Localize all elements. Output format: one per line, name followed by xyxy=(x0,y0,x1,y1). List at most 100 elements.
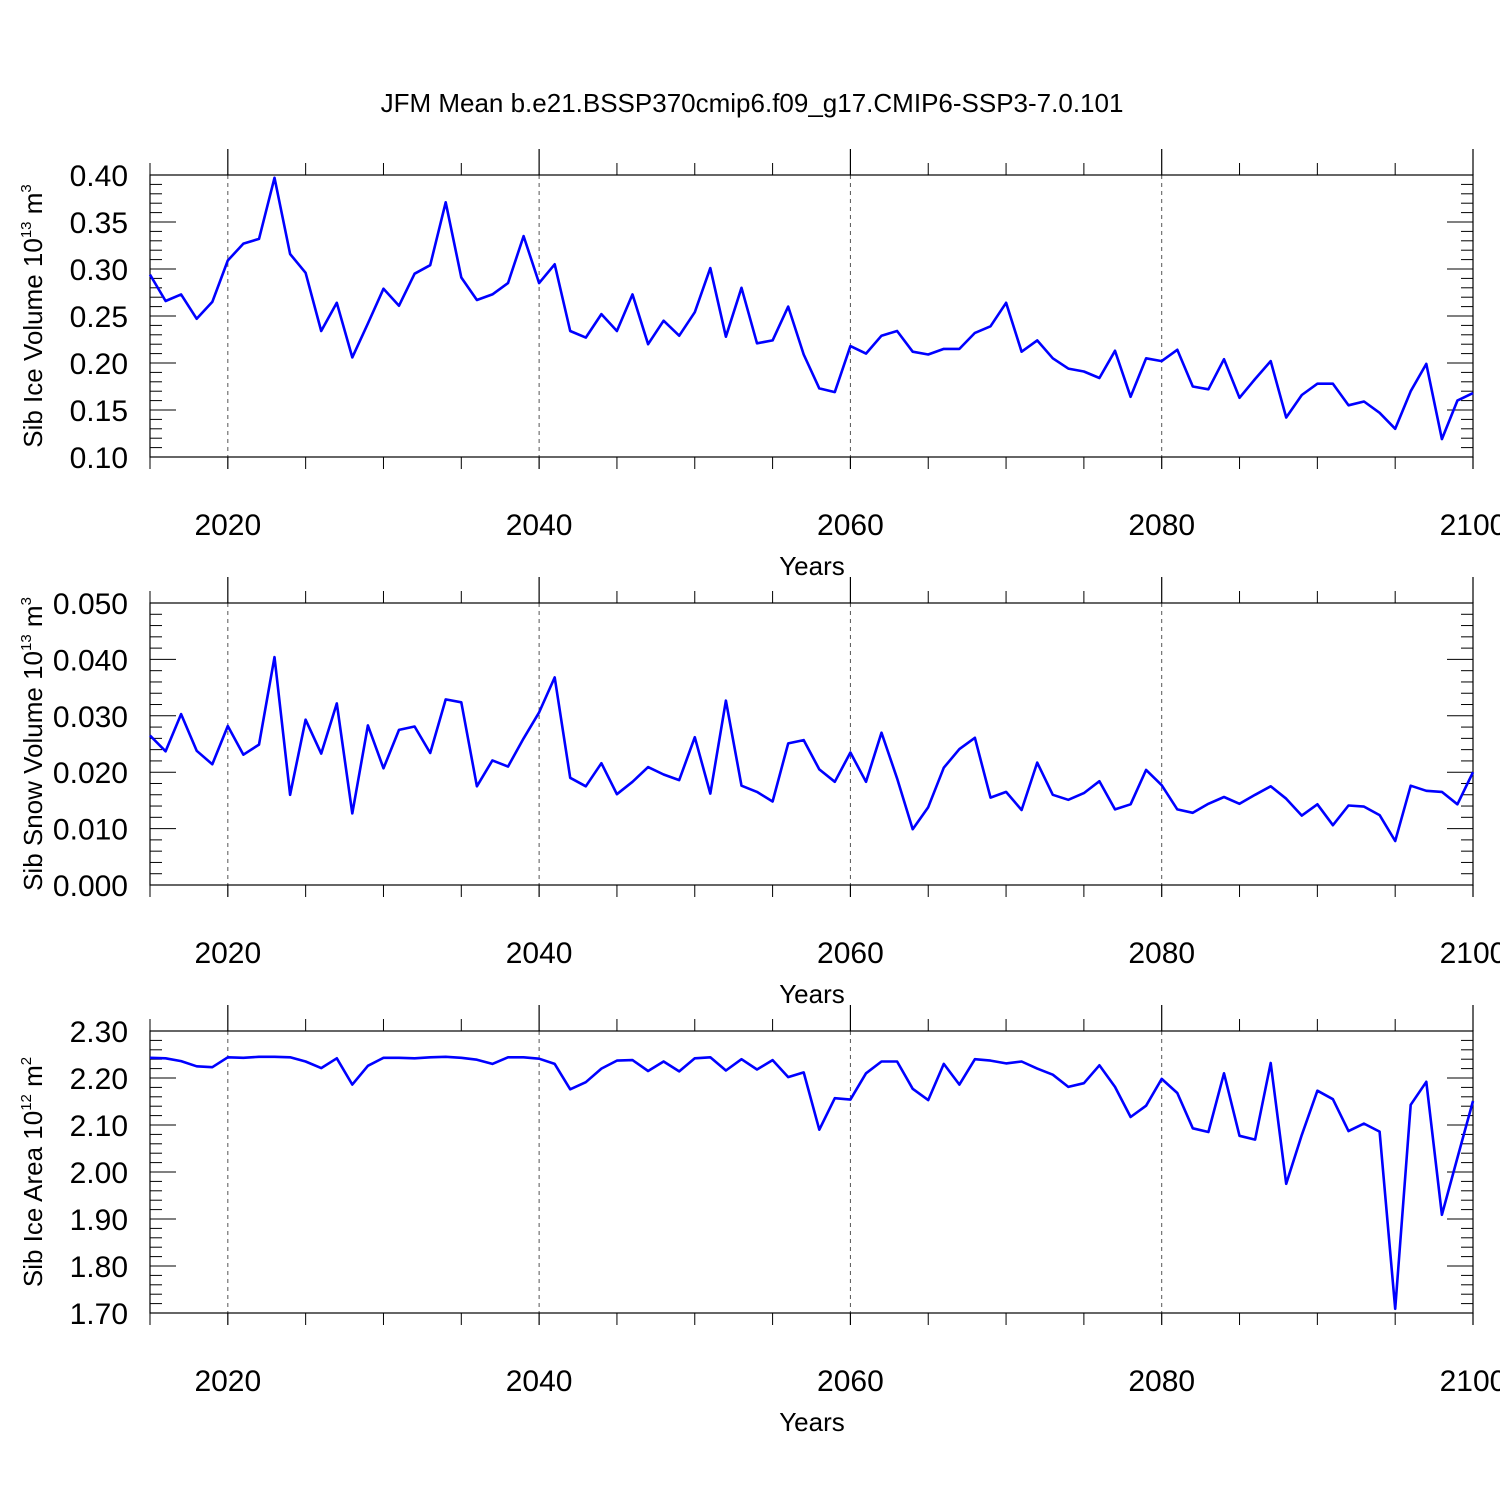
data-point xyxy=(1129,396,1132,399)
panel-3: 2020 2040 2060 2080 2100 Years 1.70 1.80 1.90 2.0… xyxy=(18,1005,1500,1437)
y-tick-label: 0.35 xyxy=(70,207,128,240)
data-point xyxy=(1425,363,1428,366)
data-point xyxy=(1036,1067,1039,1070)
data-point xyxy=(1067,367,1070,370)
data-point xyxy=(1363,805,1366,808)
data-point xyxy=(1472,392,1475,395)
data-point xyxy=(1425,790,1428,793)
data-point xyxy=(958,1083,961,1086)
data-point xyxy=(164,750,167,753)
data-point xyxy=(1254,793,1257,796)
data-point xyxy=(1098,1064,1101,1067)
data-point xyxy=(896,777,899,780)
data-point xyxy=(647,1070,650,1073)
x-tick-label: 2020 xyxy=(194,1365,261,1398)
data-point xyxy=(1083,370,1086,373)
data-point xyxy=(149,1056,152,1059)
data-point xyxy=(180,713,183,716)
x-tick-label: 2020 xyxy=(194,509,261,542)
data-point xyxy=(693,311,696,314)
data-point xyxy=(631,780,634,783)
data-point xyxy=(491,1063,494,1066)
data-point xyxy=(756,1068,759,1071)
y-axis-title: Sib Ice Area 1012 m2 xyxy=(18,1057,48,1287)
data-point xyxy=(787,305,790,308)
data-point xyxy=(896,1060,899,1063)
data-point xyxy=(1347,1130,1350,1133)
data-point xyxy=(476,299,479,302)
data-point xyxy=(273,177,276,180)
data-point xyxy=(616,793,619,796)
x-tick-label: 2080 xyxy=(1128,937,1195,970)
data-point xyxy=(616,330,619,333)
data-point xyxy=(1332,824,1335,827)
data-point xyxy=(787,742,790,745)
data-point xyxy=(1425,1080,1428,1083)
data-point xyxy=(818,1128,821,1131)
y-tick-label: 2.00 xyxy=(70,1157,128,1190)
y-axis-title-unit: m xyxy=(18,193,48,222)
data-point xyxy=(1300,1134,1303,1137)
data-point xyxy=(834,391,837,394)
data-point xyxy=(771,339,774,342)
data-point xyxy=(335,1057,338,1060)
data-point xyxy=(1394,428,1397,431)
data-point xyxy=(227,725,230,728)
data-point xyxy=(491,759,494,762)
data-point xyxy=(367,322,370,325)
data-point xyxy=(429,752,432,755)
data-point xyxy=(1238,802,1241,805)
y-tick-label: 2.10 xyxy=(70,1110,128,1143)
data-point xyxy=(382,287,385,290)
data-point xyxy=(1409,784,1412,787)
data-point xyxy=(211,763,214,766)
data-point xyxy=(740,1058,743,1061)
data-point xyxy=(678,1070,681,1073)
data-point xyxy=(1098,780,1101,783)
data-point xyxy=(771,1059,774,1062)
data-point xyxy=(911,1088,914,1091)
data-point xyxy=(989,1059,992,1062)
data-point xyxy=(1285,797,1288,800)
data-point xyxy=(1378,814,1381,817)
data-point xyxy=(865,780,868,783)
data-point xyxy=(709,1056,712,1059)
data-point xyxy=(211,301,214,304)
data-point xyxy=(1409,390,1412,393)
data-point xyxy=(802,353,805,356)
data-point xyxy=(1269,360,1272,363)
data-point xyxy=(709,792,712,795)
data-point xyxy=(693,736,696,739)
data-point xyxy=(413,725,416,728)
data-point xyxy=(974,736,977,739)
data-point xyxy=(1316,1089,1319,1092)
data-point xyxy=(335,702,338,705)
y-tick-label: 0.020 xyxy=(53,757,128,790)
data-point xyxy=(1332,382,1335,385)
series-line xyxy=(149,1055,1475,1311)
data-point xyxy=(1192,1127,1195,1130)
y-tick-label: 0.040 xyxy=(53,644,128,677)
data-point xyxy=(569,1088,572,1091)
data-point xyxy=(1051,1073,1054,1076)
data-point xyxy=(1020,809,1023,812)
data-point xyxy=(351,356,354,359)
data-point xyxy=(1114,1086,1117,1089)
y-tick-label: 2.20 xyxy=(70,1063,128,1096)
data-point xyxy=(943,1063,946,1066)
data-point xyxy=(569,330,572,333)
data-point xyxy=(725,1069,728,1072)
data-point xyxy=(1176,1092,1179,1095)
y-tick-label: 0.050 xyxy=(53,588,128,621)
x-tick-label: 2040 xyxy=(506,1365,573,1398)
data-point xyxy=(958,348,961,351)
data-point xyxy=(522,737,525,740)
data-point xyxy=(1114,349,1117,352)
y-tick-label: 1.70 xyxy=(70,1298,128,1331)
data-point xyxy=(289,253,292,256)
data-point xyxy=(1394,840,1397,843)
data-point xyxy=(538,1057,541,1060)
data-point xyxy=(289,793,292,796)
data-point xyxy=(1176,349,1179,352)
data-point xyxy=(398,729,401,732)
